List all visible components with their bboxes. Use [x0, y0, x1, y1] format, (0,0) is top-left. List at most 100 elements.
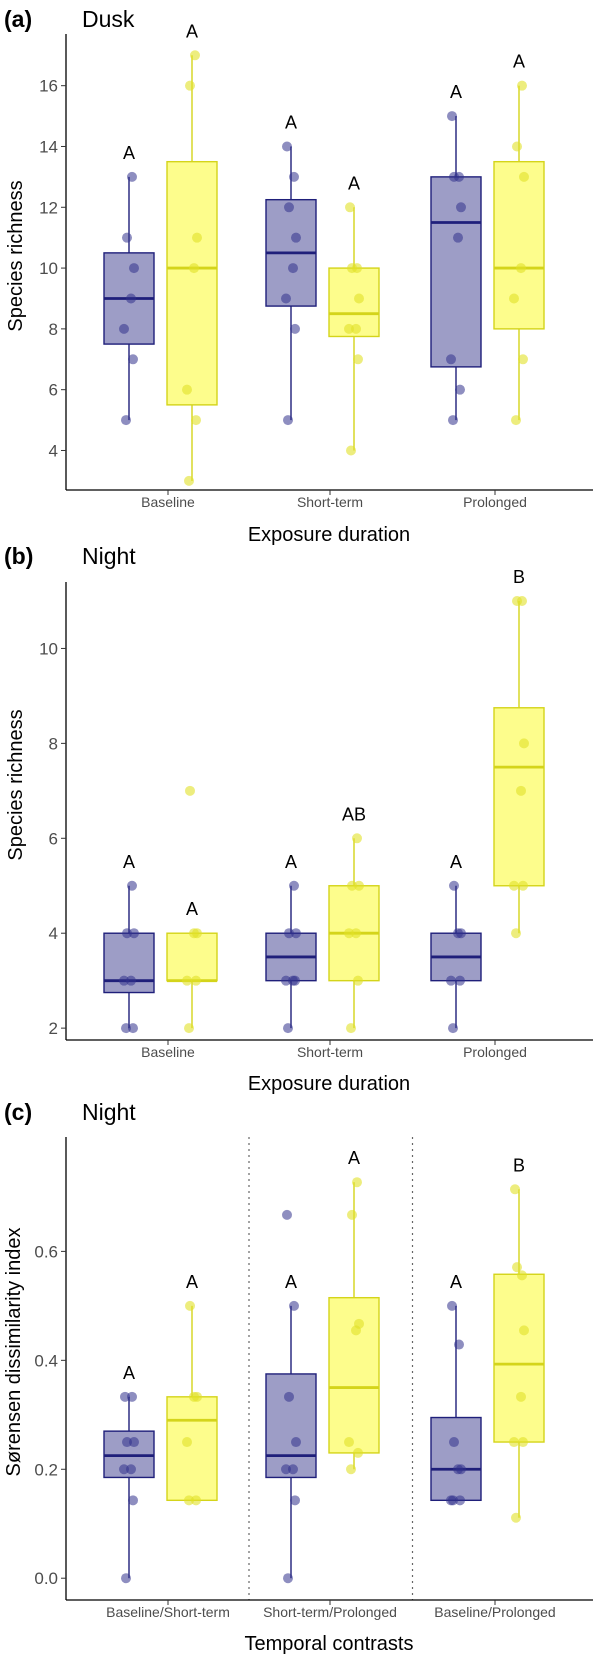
data-point [288, 263, 298, 274]
significance-letter: A [513, 52, 525, 72]
data-point [182, 384, 192, 395]
significance-letter: A [123, 1363, 135, 1383]
data-point [191, 1495, 201, 1506]
data-point [352, 1177, 362, 1188]
significance-letter: A [285, 852, 297, 872]
data-point [517, 80, 527, 91]
y-axis-title: Sørensen dissimilarity index [3, 1228, 25, 1477]
data-point [354, 1318, 364, 1329]
data-point [119, 975, 129, 986]
data-point [192, 928, 202, 939]
data-point [282, 1209, 292, 1220]
data-point [509, 293, 519, 304]
data-point [184, 475, 194, 486]
significance-letter: A [186, 1272, 198, 1292]
data-point [182, 975, 192, 986]
data-point [281, 1464, 291, 1475]
data-point [447, 1300, 457, 1311]
data-point [191, 975, 201, 986]
data-point [283, 1573, 293, 1584]
y-tick-label: 6 [49, 381, 58, 400]
data-point [128, 1495, 138, 1506]
y-tick-label: 0.4 [34, 1351, 58, 1370]
data-point [283, 1023, 293, 1034]
data-point [291, 232, 301, 243]
data-point [346, 1464, 356, 1475]
y-tick-label: 8 [49, 734, 58, 753]
y-axis-title: Species richness [5, 180, 27, 331]
data-point [121, 1573, 131, 1584]
data-point [449, 1437, 459, 1448]
data-point [346, 1023, 356, 1034]
data-point [509, 880, 519, 891]
panel-title: Dusk [82, 6, 135, 32]
data-point [354, 293, 364, 304]
panel-b: (b) Night Species richness Exposure dura… [4, 543, 593, 1095]
data-point [128, 1023, 138, 1034]
data-point [120, 1391, 130, 1402]
data-point [119, 1464, 129, 1475]
significance-letter: A [348, 173, 360, 193]
data-point [351, 928, 361, 939]
data-point [122, 928, 132, 939]
y-tick-label: 8 [49, 320, 58, 339]
data-point [344, 1437, 354, 1448]
data-point [518, 354, 528, 365]
panel-title: Night [82, 543, 136, 569]
data-point [291, 928, 301, 939]
data-point [190, 50, 200, 61]
x-tick-label: Baseline [141, 1044, 195, 1060]
data-point [121, 1023, 131, 1034]
significance-letter: A [450, 82, 462, 102]
data-point [281, 975, 291, 986]
data-point [129, 263, 139, 274]
data-point [446, 1495, 456, 1506]
data-point [456, 1464, 466, 1475]
data-point [127, 1391, 137, 1402]
panel-letter: (b) [4, 543, 33, 569]
x-axis-title: Temporal contrasts [245, 1633, 414, 1655]
data-point [454, 1339, 464, 1350]
data-point [510, 1184, 520, 1195]
data-point [347, 1209, 357, 1220]
data-point [353, 975, 363, 986]
y-tick-label: 16 [39, 77, 58, 96]
x-axis-title: Exposure duration [248, 1073, 410, 1095]
significance-letter: B [513, 1155, 525, 1175]
data-point [354, 880, 364, 891]
data-point [283, 415, 293, 426]
data-point [129, 1437, 139, 1448]
data-point [449, 880, 459, 891]
y-tick-label: 10 [39, 259, 58, 278]
data-point [191, 415, 201, 426]
data-point [516, 1391, 526, 1402]
data-point [518, 1437, 528, 1448]
data-point [182, 1437, 192, 1448]
data-point [455, 384, 465, 395]
data-point [446, 975, 456, 986]
data-point [129, 928, 139, 939]
data-point [454, 171, 464, 182]
data-point [192, 1391, 202, 1402]
data-point [185, 785, 195, 796]
data-point [517, 595, 527, 606]
significance-letter: A [186, 21, 198, 41]
data-point [345, 202, 355, 213]
y-tick-label: 0.2 [34, 1460, 58, 1479]
data-point [447, 111, 457, 122]
y-tick-label: 0.6 [34, 1242, 58, 1261]
data-point [351, 323, 361, 334]
significance-letter: A [285, 112, 297, 132]
data-point [353, 354, 363, 365]
data-point [184, 1495, 194, 1506]
data-point [512, 1262, 522, 1273]
data-point [289, 1300, 299, 1311]
data-point [519, 1325, 529, 1336]
y-tick-label: 6 [49, 829, 58, 848]
significance-letter: B [513, 567, 525, 587]
data-point [448, 1023, 458, 1034]
x-tick-label: Prolonged [463, 494, 527, 510]
x-tick-label: Short-term/Prolonged [263, 1604, 397, 1620]
data-point [189, 263, 199, 274]
